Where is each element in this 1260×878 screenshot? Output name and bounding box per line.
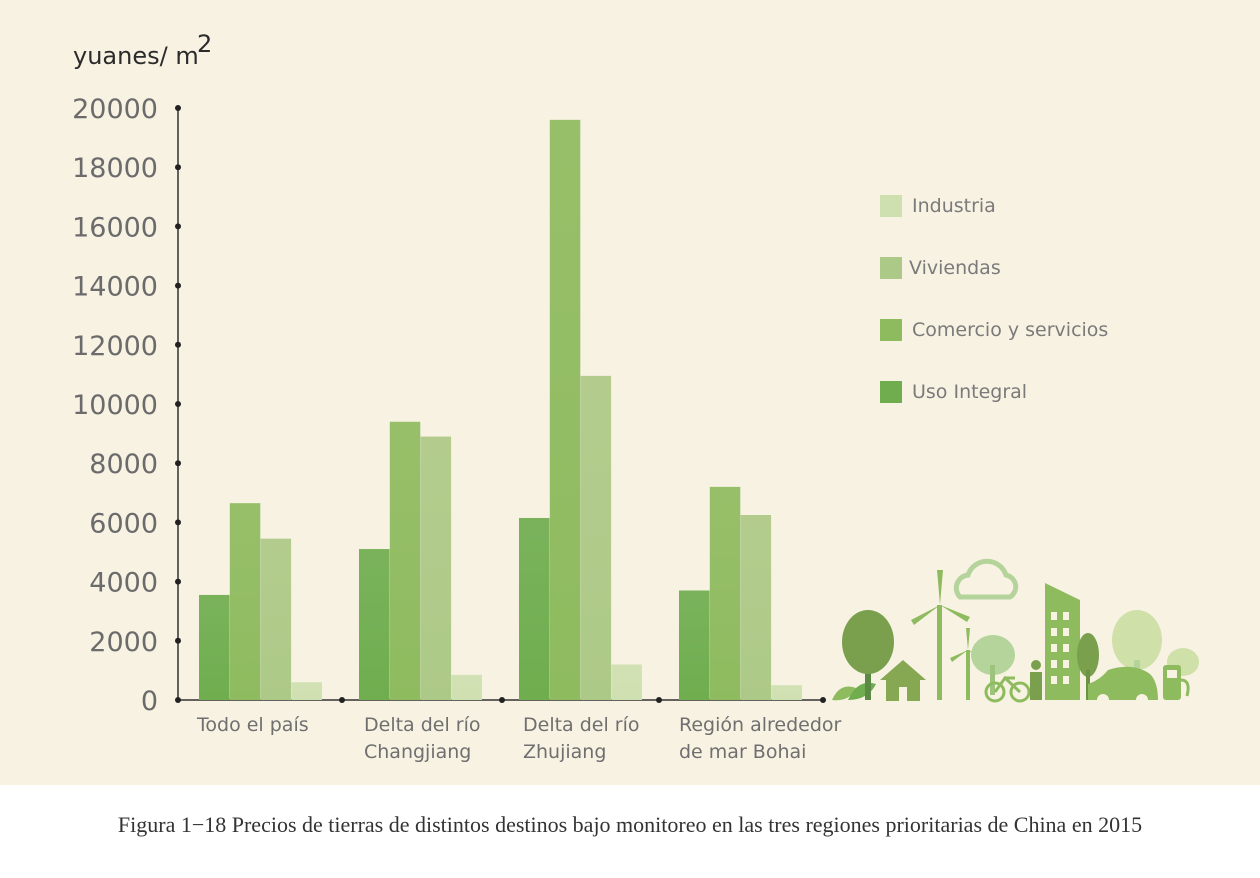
x-category-label: Delta del río Zhujiang xyxy=(523,714,640,763)
bar-comercio-y-servicios-1 xyxy=(229,503,261,700)
bar-uso-integral-2 xyxy=(359,549,390,700)
bar-viviendas-3 xyxy=(580,375,612,700)
bar-viviendas-1 xyxy=(260,538,292,700)
y-tick-label: 2000 xyxy=(89,627,158,658)
y-tick-mark xyxy=(175,578,181,585)
legend-label: Comercio y servicios xyxy=(912,319,1108,341)
y-tick-mark xyxy=(175,697,181,703)
y-tick-label: 10000 xyxy=(72,390,158,421)
y-tick-label: 0 xyxy=(141,686,158,717)
legend-swatch xyxy=(880,319,902,341)
legend-swatch xyxy=(880,195,902,217)
y-tick-mark xyxy=(175,460,181,467)
y-tick-label: 12000 xyxy=(72,331,158,362)
bar-comercio-y-servicios-3 xyxy=(549,119,581,701)
y-tick-label: 16000 xyxy=(72,212,158,243)
legend-swatch xyxy=(880,257,902,279)
x-axis-dot xyxy=(339,697,345,703)
y-tick-mark xyxy=(175,223,181,230)
y-tick-mark xyxy=(175,282,181,289)
y-tick-label: 14000 xyxy=(72,272,158,303)
y-tick-mark xyxy=(175,519,181,526)
legend-label: Uso Integral xyxy=(912,381,1027,403)
y-axis-label: yuanes/ m xyxy=(73,42,199,70)
legend-swatch xyxy=(880,381,902,403)
bar-chart: 0 2000 4000 6000 8000 10000 12000 14000 16000 180… xyxy=(72,30,1199,763)
x-axis-dot xyxy=(656,697,662,703)
eco-city-illustration xyxy=(832,558,1199,706)
y-tick-label: 6000 xyxy=(89,508,158,539)
y-tick-mark xyxy=(175,341,181,348)
bar-industria-2 xyxy=(451,674,482,700)
legend-label: Viviendas xyxy=(909,257,1001,279)
y-tick-label: 20000 xyxy=(72,94,158,125)
bar-comercio-y-servicios-2 xyxy=(389,421,421,700)
y-axis-label-superscript: 2 xyxy=(197,30,212,58)
bar-uso-integral-1 xyxy=(199,594,230,700)
bar-uso-integral-3 xyxy=(519,517,550,700)
y-tick-mark xyxy=(175,637,181,644)
y-tick-mark xyxy=(175,105,181,111)
bar-uso-integral-4 xyxy=(679,590,710,700)
y-tick-label: 4000 xyxy=(89,568,158,599)
bar-industria-4 xyxy=(771,685,802,700)
x-axis-dot xyxy=(820,697,826,703)
y-tick-mark xyxy=(175,401,181,407)
bar-viviendas-2 xyxy=(420,436,452,700)
bar-viviendas-4 xyxy=(740,515,772,700)
figure-caption: Figura 1−18 Precios de tierras de distin… xyxy=(117,812,1143,837)
bar-industria-1 xyxy=(291,682,322,700)
y-tick-label: 8000 xyxy=(89,449,158,480)
x-category-label: Delta del río Changjiang xyxy=(364,714,481,763)
y-tick-mark xyxy=(175,164,181,171)
y-tick-label: 18000 xyxy=(72,153,158,184)
x-category-label: Región alrededor de mar Bohai xyxy=(679,714,842,763)
x-axis-dot xyxy=(499,697,505,703)
bar-industria-3 xyxy=(611,664,642,700)
bar-comercio-y-servicios-4 xyxy=(709,486,741,700)
x-category-label: Todo el país xyxy=(196,714,309,736)
chart-panel: 0 2000 4000 6000 8000 10000 12000 14000 16000 180… xyxy=(0,0,1260,785)
legend-label: Industria xyxy=(912,195,996,217)
